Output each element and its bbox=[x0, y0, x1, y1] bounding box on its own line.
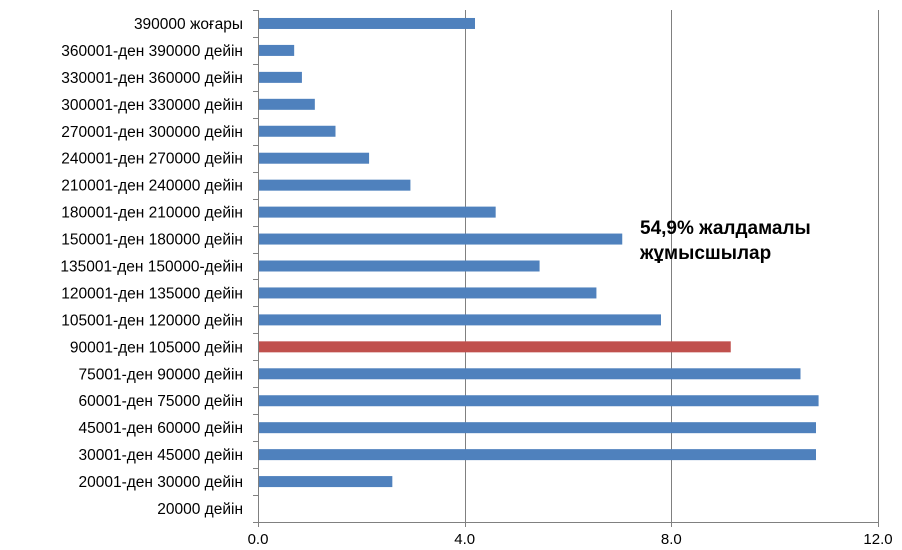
x-tick-label: 12.0 bbox=[863, 531, 892, 548]
x-tick-label: 4.0 bbox=[454, 531, 475, 548]
category-label: 240001-ден 270000 дейін bbox=[61, 151, 243, 168]
annotation-label: 54,9% жалдамалы жұмысшылар bbox=[640, 218, 811, 264]
bar bbox=[258, 314, 661, 326]
category-label: 30001-ден 45000 дейін bbox=[78, 447, 243, 464]
category-label: 105001-ден 120000 дейін bbox=[61, 312, 243, 329]
bar-highlight bbox=[258, 341, 731, 353]
bar bbox=[258, 179, 411, 191]
category-label: 20001-ден 30000 дейін bbox=[78, 474, 243, 491]
bar bbox=[258, 395, 819, 407]
bar bbox=[258, 71, 302, 83]
x-tick-labels: 0.0 4.0 8.0 12.0 bbox=[248, 531, 893, 548]
bar bbox=[258, 368, 801, 380]
category-label: 120001-ден 135000 дейін bbox=[61, 285, 243, 302]
bar bbox=[258, 449, 816, 461]
category-labels: 390000 жоғары 360001-ден 390000 дейін 3300… bbox=[60, 16, 243, 518]
category-label: 90001-ден 105000 дейін bbox=[70, 339, 243, 356]
category-label: 150001-ден 180000 дейін bbox=[61, 232, 243, 249]
bar bbox=[258, 260, 540, 272]
x-tick-label: 0.0 bbox=[248, 531, 269, 548]
axes bbox=[253, 10, 879, 527]
bars bbox=[258, 17, 819, 488]
category-label: 75001-ден 90000 дейін bbox=[78, 366, 243, 383]
category-label: 135001-ден 150000-дейін bbox=[60, 259, 243, 276]
bar bbox=[258, 287, 597, 299]
category-label: 60001-ден 75000 дейін bbox=[78, 393, 243, 410]
bar bbox=[258, 422, 816, 434]
x-tick-label: 8.0 bbox=[661, 531, 682, 548]
bar bbox=[258, 476, 393, 488]
category-label: 300001-ден 330000 дейін bbox=[61, 97, 243, 114]
bar bbox=[258, 17, 475, 29]
category-label: 180001-ден 210000 дейін bbox=[61, 205, 243, 222]
category-label: 210001-ден 240000 дейін bbox=[61, 178, 243, 195]
bar bbox=[258, 125, 336, 137]
category-label: 330001-ден 360000 дейін bbox=[61, 70, 243, 87]
category-label: 360001-ден 390000 дейін bbox=[61, 43, 243, 60]
category-label: 270001-ден 300000 дейін bbox=[61, 124, 243, 141]
category-label: 20000 дейін bbox=[157, 501, 243, 518]
bar bbox=[258, 98, 315, 110]
bar bbox=[258, 206, 496, 218]
bar bbox=[258, 44, 295, 56]
bar bbox=[258, 152, 370, 164]
category-label: 45001-ден 60000 дейін bbox=[78, 420, 243, 437]
bar bbox=[258, 233, 623, 245]
category-label: 390000 жоғары bbox=[134, 16, 243, 33]
